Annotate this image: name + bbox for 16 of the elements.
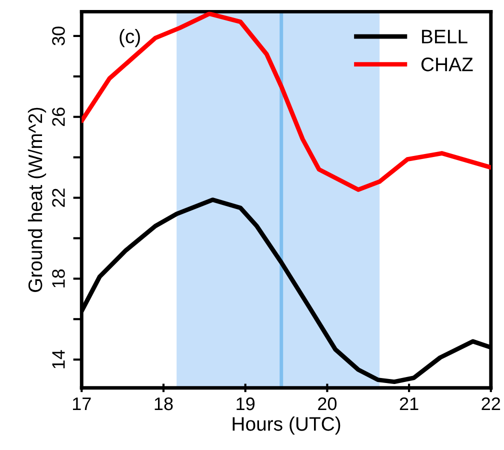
- y-tick-label: 30: [52, 26, 65, 46]
- x-tick-label: 21: [400, 397, 418, 410]
- legend-label: BELL: [422, 30, 468, 44]
- y-tick-label: 22: [52, 188, 65, 207]
- x-axis-title: Hours (UTC): [232, 416, 340, 435]
- y-tick-label: 26: [52, 108, 65, 126]
- x-tick-label: 17: [72, 398, 91, 410]
- x-tick-label: 20: [318, 397, 337, 410]
- x-tick-label: 19: [236, 397, 255, 410]
- y-axis-title: Ground heat (W/m^2): [28, 108, 46, 292]
- legend-label: CHAZ: [421, 58, 473, 72]
- y-tick-label: 14: [52, 350, 65, 368]
- x-tick-label: 22: [482, 397, 500, 410]
- x-tick-label: 18: [154, 397, 173, 410]
- y-tick-label: 18: [52, 269, 65, 288]
- annotation: (c): [120, 28, 140, 48]
